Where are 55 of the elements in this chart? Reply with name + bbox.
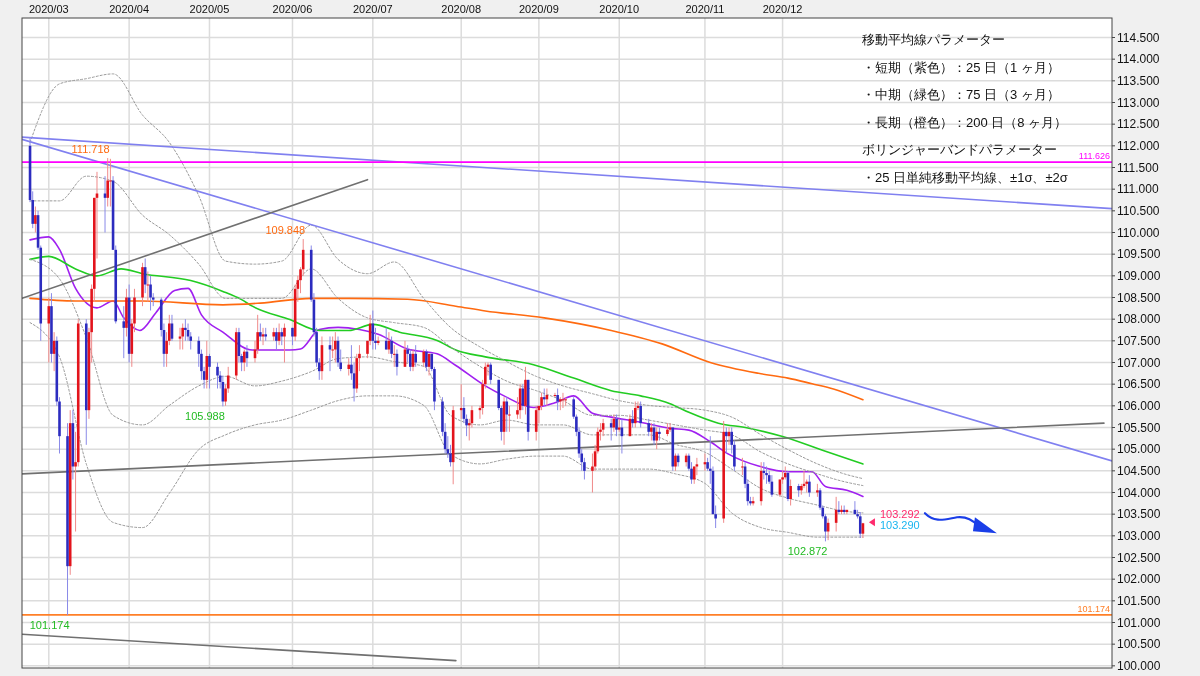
y-tick-label: 111.000 — [1117, 182, 1159, 197]
x-tick-label: 2020/06 — [272, 3, 313, 15]
y-tick-label: 110.000 — [1117, 225, 1160, 240]
annotation: 103.292 — [879, 508, 920, 521]
y-tick-label: 103.500 — [1117, 507, 1161, 522]
y-tick-label: 112.000 — [1117, 139, 1160, 154]
x-tick-label: 2020/03 — [28, 3, 69, 15]
x-tick-label: 2020/04 — [109, 3, 150, 15]
y-tick-label: 108.500 — [1117, 290, 1161, 305]
y-tick-label: 105.000 — [1117, 442, 1161, 457]
annotation: 111.718 — [71, 143, 110, 156]
x-tick-label: 2020/05 — [189, 3, 230, 15]
y-tick-label: 111.500 — [1117, 160, 1159, 175]
y-tick-label: 114.500 — [1117, 30, 1160, 45]
annotation: ボリンジャーバンドパラメーター — [862, 142, 1057, 157]
annotation: ・25 日単純移動平均線、±1σ、±2σ — [862, 169, 1068, 185]
y-tick-label: 107.000 — [1117, 355, 1161, 370]
y-tick-label: 109.500 — [1117, 247, 1161, 262]
y-tick-label: 106.000 — [1117, 399, 1161, 414]
x-tick-label: 2020/07 — [352, 3, 393, 15]
y-tick-label: 105.500 — [1117, 420, 1161, 435]
y-tick-label: 102.500 — [1117, 550, 1161, 565]
annotation: ・短期（紫色）：25 日（1 ヶ月） — [862, 59, 1060, 75]
ref-line-label: 111.626 — [1078, 151, 1110, 162]
x-tick-label: 2020/09 — [519, 3, 559, 15]
y-tick-label: 109.000 — [1117, 269, 1161, 284]
y-tick-label: 102.000 — [1117, 572, 1161, 587]
y-tick-label: 101.500 — [1117, 594, 1161, 609]
y-tick-label: 106.500 — [1117, 377, 1161, 392]
x-tick-label: 2020/11 — [685, 3, 725, 15]
y-tick-label: 107.500 — [1117, 334, 1161, 349]
annotation: 102.872 — [787, 545, 828, 558]
y-tick-label: 108.000 — [1117, 312, 1161, 327]
annotation: ・中期（緑色）：75 日（3 ヶ月） — [862, 87, 1060, 102]
y-tick-label: 112.500 — [1117, 117, 1160, 132]
y-tick-label: 104.500 — [1117, 464, 1161, 479]
y-tick-label: 114.000 — [1117, 52, 1160, 67]
y-tick-label: 101.000 — [1117, 615, 1161, 630]
x-tick-label: 2020/08 — [441, 3, 482, 15]
y-tick-label: 100.500 — [1117, 637, 1161, 652]
x-tick-label: 2020/10 — [599, 3, 640, 15]
annotation: ・長期（橙色）：200 日（8 ヶ月） — [862, 114, 1068, 130]
y-tick-label: 100.000 — [1117, 659, 1161, 674]
y-tick-label: 110.500 — [1117, 204, 1160, 219]
ref-line-label: 101.174 — [1077, 603, 1110, 614]
annotation: 103.290 — [879, 519, 920, 532]
annotation: 105.988 — [185, 410, 225, 423]
annotation: 101.174 — [29, 618, 70, 631]
y-tick-label: 113.000 — [1117, 95, 1160, 110]
annotation: 移動平均線パラメーター — [862, 32, 1005, 47]
x-tick-label: 2020/12 — [762, 3, 803, 15]
y-tick-label: 103.000 — [1117, 529, 1161, 544]
y-tick-label: 113.500 — [1117, 74, 1160, 89]
y-tick-label: 104.000 — [1117, 485, 1161, 500]
annotation: 109.848 — [265, 224, 306, 237]
